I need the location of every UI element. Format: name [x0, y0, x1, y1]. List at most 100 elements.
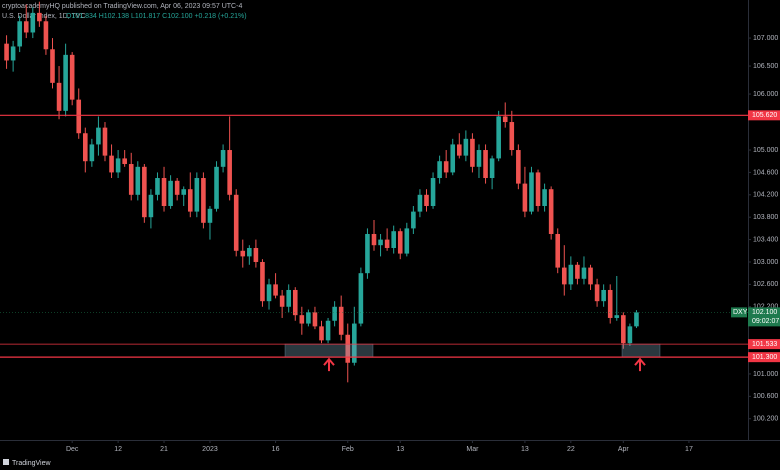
candle-body: [601, 289, 606, 302]
candle-body: [96, 127, 101, 145]
candle-body: [417, 194, 423, 212]
x-tick-label: Feb: [342, 446, 354, 453]
candle-body: [76, 99, 82, 134]
symbol-box: [731, 307, 747, 318]
candle-body: [279, 295, 285, 307]
candle-body: [594, 284, 600, 302]
candle-body: [240, 250, 246, 257]
candle-body: [621, 315, 626, 344]
candle-body: [253, 247, 259, 262]
x-tick-label: 22: [567, 446, 575, 453]
level-label: 101.300: [752, 354, 777, 361]
candle-body: [306, 312, 311, 324]
candle-body: [227, 150, 232, 195]
candle-body: [148, 194, 154, 218]
candle-body: [502, 116, 508, 123]
candle-body: [470, 138, 475, 167]
candle-body: [109, 155, 114, 173]
candle-body: [102, 127, 108, 156]
last-price-label: 102.100: [752, 309, 777, 316]
candle-body: [17, 21, 22, 47]
candle-body: [83, 133, 88, 162]
candle-body: [607, 289, 613, 318]
arrow: [634, 357, 646, 372]
candle-body: [319, 326, 324, 341]
brand-logo: [3, 459, 9, 465]
zone-box: [621, 343, 661, 358]
candle-body: [384, 239, 390, 248]
candle-body: [286, 289, 291, 307]
countdown-label: 09:02:07: [752, 318, 779, 325]
level-label: 101.533: [752, 341, 777, 348]
candle-body: [56, 82, 62, 111]
y-tick-label: 101.000: [753, 371, 778, 378]
candle-body: [299, 315, 305, 324]
candle-body: [397, 231, 403, 254]
candle-body: [181, 189, 187, 195]
y-tick-label: 100.200: [753, 416, 778, 423]
candle-body: [483, 150, 488, 179]
candle-body: [555, 233, 561, 268]
candle-body: [168, 180, 173, 207]
y-tick-label: 102.600: [753, 281, 778, 288]
candle-body: [338, 306, 344, 335]
y-tick-label: 102.200: [753, 304, 778, 311]
y-tick-label: 106.500: [753, 63, 778, 70]
candle-body: [89, 144, 95, 162]
candle-body: [489, 158, 495, 179]
candle-body: [115, 158, 121, 173]
candle-body: [365, 233, 370, 274]
candle-body: [463, 138, 469, 156]
y-tick-label: 100.600: [753, 393, 778, 400]
candle-body: [411, 211, 416, 229]
candle-body: [325, 320, 331, 341]
y-tick-label: 103.800: [753, 214, 778, 221]
candle-body: [214, 166, 219, 209]
candle-body: [247, 247, 252, 257]
candle-body: [509, 122, 515, 151]
y-tick-label: 103.400: [753, 236, 778, 243]
candle-body: [424, 194, 429, 207]
x-tick-label: Mar: [466, 446, 479, 453]
candle-body: [476, 150, 482, 167]
level-label: 105.620: [752, 112, 777, 119]
x-tick-label: 13: [521, 446, 529, 453]
candle-body: [568, 264, 574, 285]
candle-body: [142, 166, 147, 218]
x-tick-label: 12: [114, 446, 122, 453]
candle-body: [4, 43, 9, 61]
candle-body: [273, 284, 278, 296]
candle-body: [43, 21, 49, 50]
candle-body: [496, 116, 501, 159]
candle-body: [155, 178, 160, 195]
brand: TradingView: [12, 460, 51, 467]
level-label-box: [748, 352, 780, 363]
y-tick-label: 103.000: [753, 259, 778, 266]
candle-body: [63, 54, 68, 111]
x-tick-label: 17: [685, 446, 693, 453]
x-tick-label: 2023: [202, 446, 218, 453]
candle-body: [135, 166, 141, 195]
publisher-note: cryptoacademyHQ published on TradingView…: [2, 3, 242, 10]
candle-body: [581, 267, 587, 279]
candle-body: [266, 284, 272, 302]
candle-body: [548, 189, 554, 234]
candle-body: [358, 273, 364, 324]
candle-body: [634, 312, 639, 327]
candle-body: [404, 228, 410, 254]
candle-body: [260, 261, 265, 302]
x-tick-label: Dec: [66, 446, 79, 453]
arrow: [323, 357, 335, 372]
candle-body: [10, 46, 16, 61]
candle-body: [575, 264, 580, 279]
candle-body: [201, 178, 206, 223]
candle-body: [122, 158, 127, 165]
candle-body: [345, 334, 351, 363]
candle-body: [391, 231, 396, 248]
candle-body: [23, 21, 29, 33]
candle-body: [437, 161, 442, 179]
candle-body: [194, 178, 200, 212]
candle-body: [69, 54, 75, 100]
